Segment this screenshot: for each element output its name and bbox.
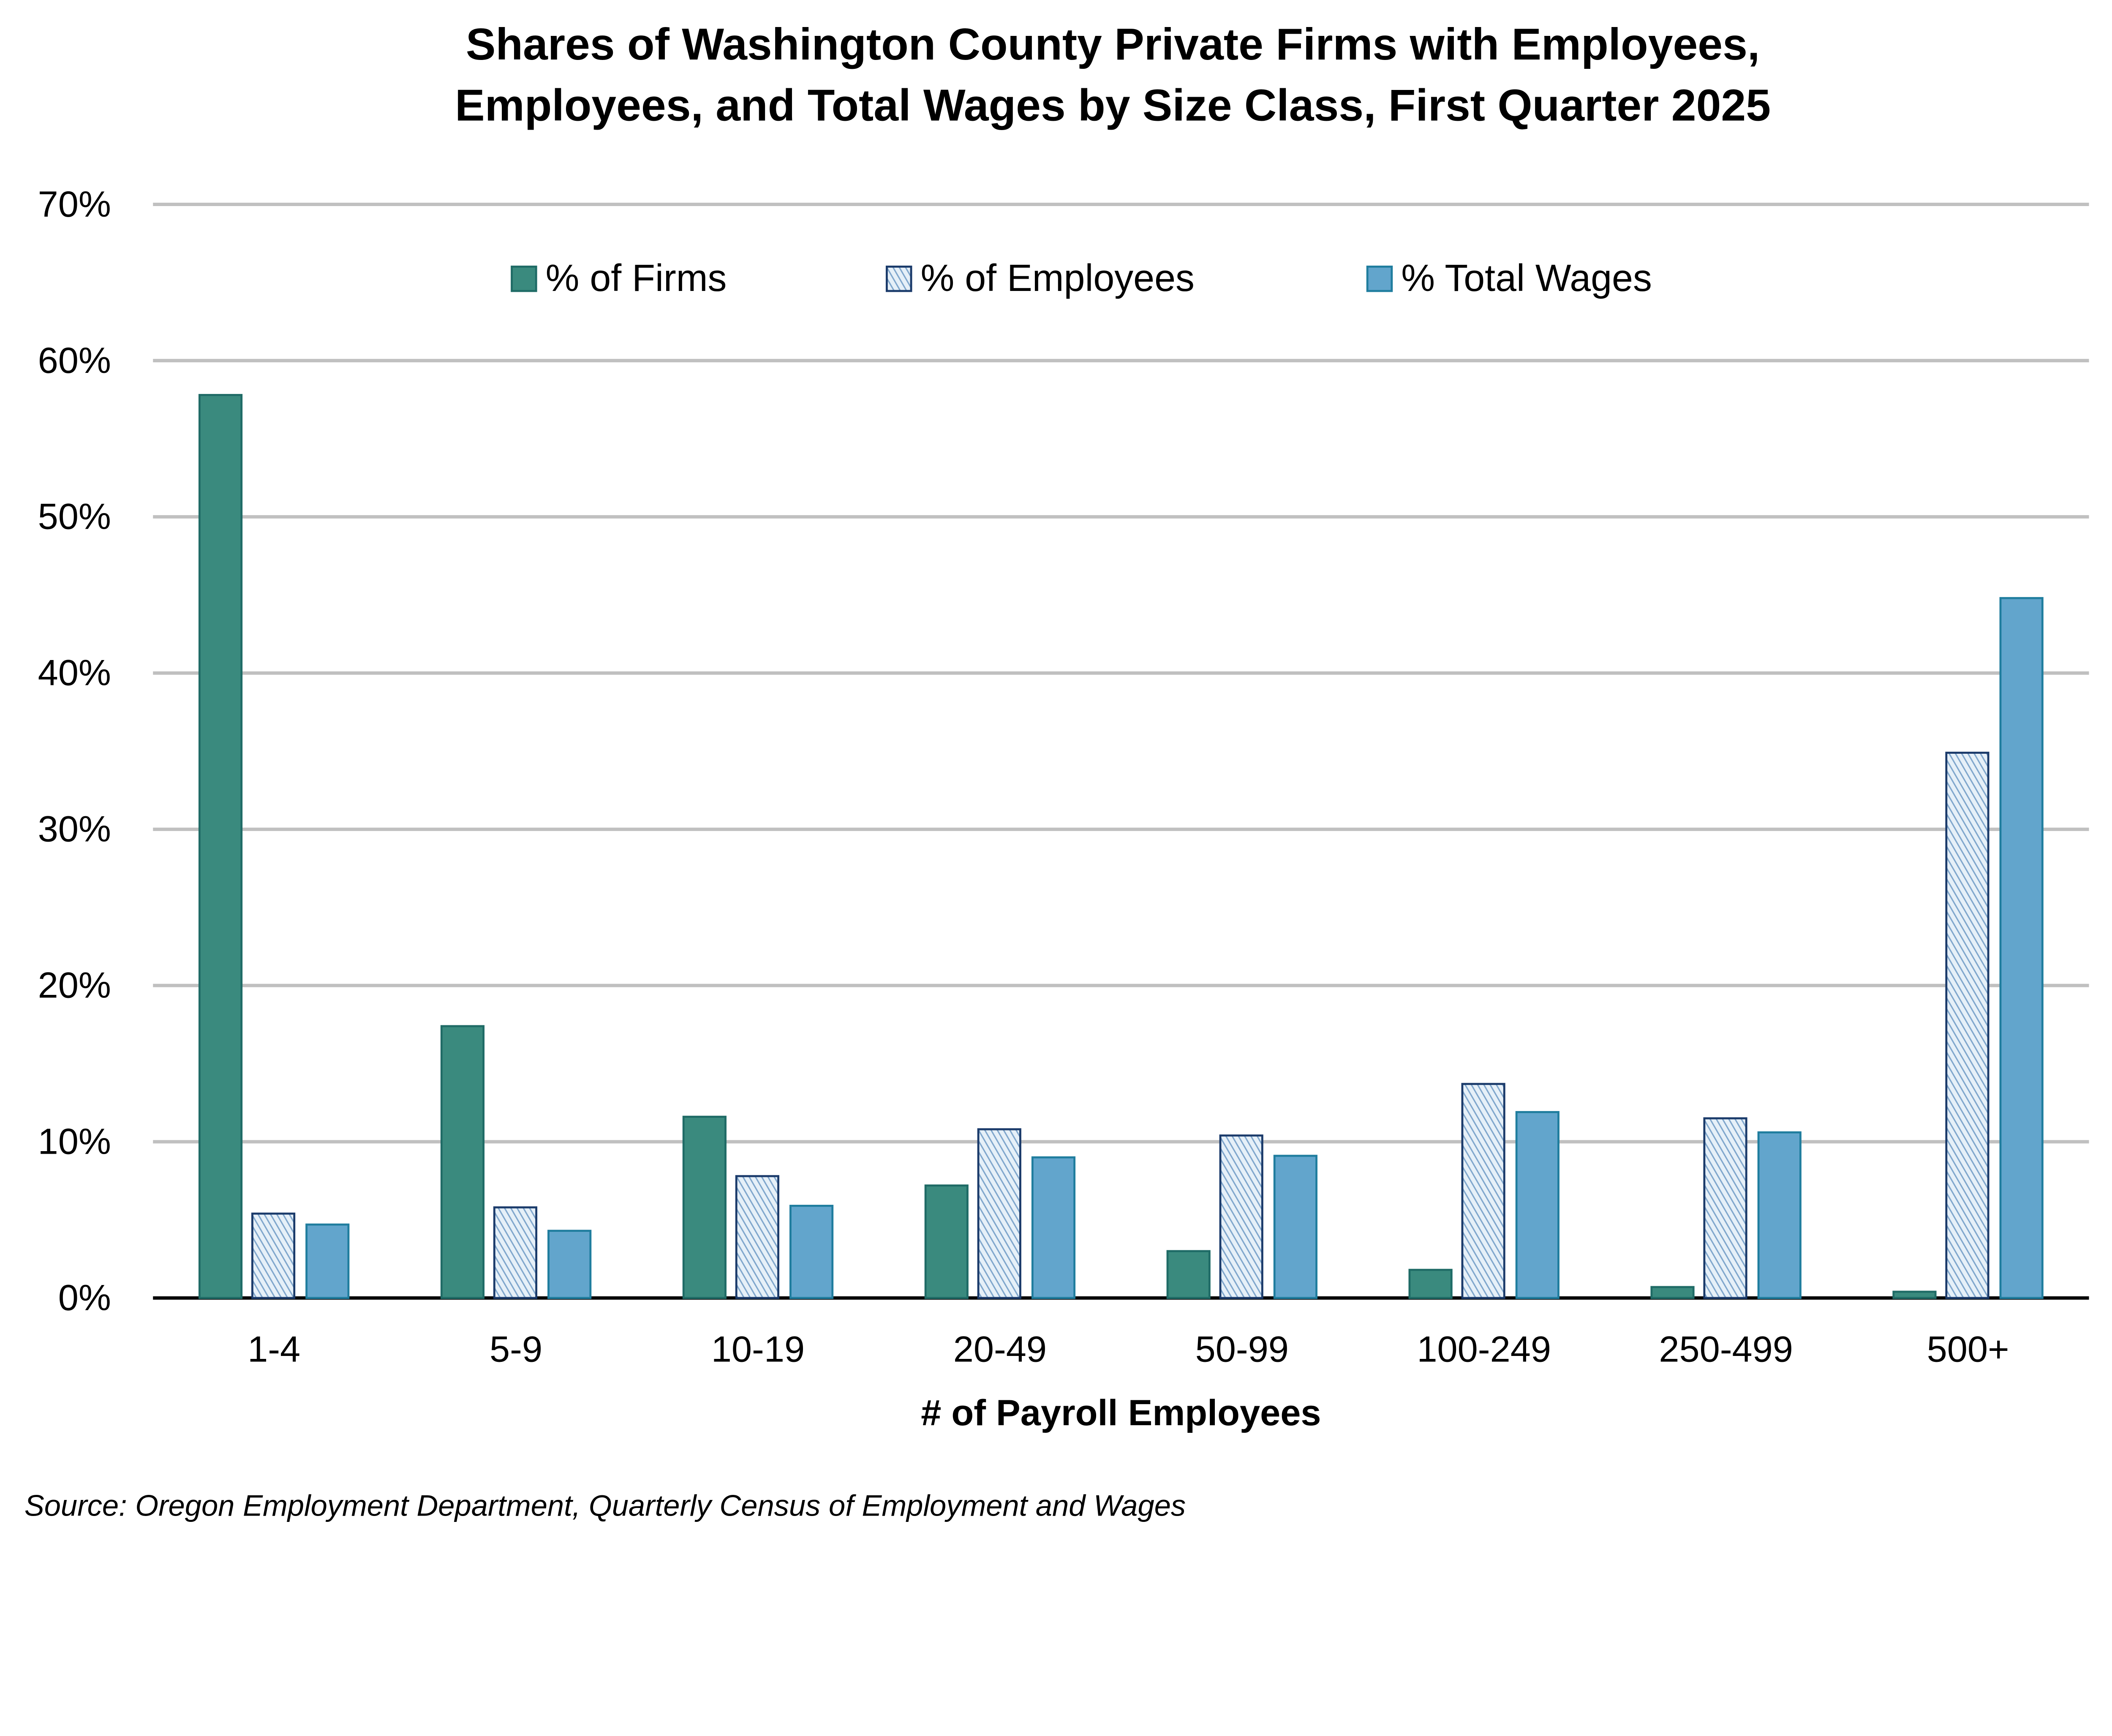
y-tick-label: 40% (38, 653, 111, 693)
bar-of-firms-20-49 (924, 1184, 969, 1299)
bar-of-firms-1-4 (198, 394, 243, 1299)
x-tick-label: 500+ (1927, 1329, 2009, 1369)
bar-total-wages-20-49 (1031, 1156, 1076, 1299)
source-note: Source: Oregon Employment Department, Qu… (24, 1489, 1186, 1522)
chart-title-line-2: Employees, and Total Wages by Size Class… (455, 80, 1771, 130)
y-tick-label: 50% (38, 497, 111, 537)
x-axis-label: # of Payroll Employees (921, 1393, 1321, 1433)
x-tick-label: 1-4 (248, 1329, 300, 1369)
legend-label: % of Firms (546, 257, 727, 299)
x-tick-label: 10-19 (711, 1329, 805, 1369)
x-tick-label: 50-99 (1195, 1329, 1289, 1369)
bar-of-employees-100-249 (1461, 1083, 1505, 1299)
bar-total-wages-5-9 (547, 1230, 592, 1299)
bar-chart: Shares of Washington County Private Firm… (24, 19, 2089, 1522)
y-tick-label: 30% (38, 809, 111, 850)
bar-of-firms-250-499 (1650, 1286, 1695, 1299)
x-tick-label: 100-249 (1417, 1329, 1551, 1369)
chart-container: Shares of Washington County Private Firm… (24, 19, 2089, 1522)
bar-of-employees-20-49 (977, 1128, 1021, 1299)
x-tick-label: 20-49 (953, 1329, 1047, 1369)
bar-of-employees-50-99 (1219, 1134, 1263, 1299)
bar-total-wages-10-19 (789, 1205, 834, 1299)
y-tick-label: 10% (38, 1122, 111, 1162)
bar-total-wages-100-249 (1515, 1111, 1560, 1299)
legend-swatch (511, 266, 537, 292)
y-tick-label: 60% (38, 340, 111, 381)
legend-label: % of Employees (920, 257, 1194, 299)
bar-of-employees-500+ (1945, 752, 1990, 1299)
bar-of-firms-100-249 (1408, 1269, 1453, 1299)
bar-of-firms-500+ (1892, 1290, 1937, 1299)
chart-title-line-1: Shares of Washington County Private Firm… (466, 19, 1760, 69)
legend-swatch (885, 266, 912, 292)
y-tick-label: 20% (38, 965, 111, 1006)
bar-of-employees-250-499 (1703, 1117, 1747, 1299)
bar-total-wages-1-4 (305, 1223, 350, 1299)
y-tick-label: 0% (58, 1278, 111, 1318)
y-tick-label: 70% (38, 184, 111, 225)
bar-of-firms-10-19 (682, 1116, 727, 1299)
x-tick-label: 5-9 (490, 1329, 542, 1369)
bar-total-wages-50-99 (1273, 1155, 1317, 1299)
x-tick-label: 250-499 (1659, 1329, 1793, 1369)
bar-of-employees-5-9 (493, 1206, 538, 1299)
legend-label: % Total Wages (1401, 257, 1652, 299)
bar-of-firms-50-99 (1166, 1250, 1211, 1299)
bar-of-firms-5-9 (440, 1025, 485, 1299)
bar-total-wages-250-499 (1757, 1131, 1802, 1299)
bar-of-employees-1-4 (251, 1212, 296, 1299)
bar-of-employees-10-19 (735, 1175, 779, 1299)
bar-total-wages-500+ (1999, 597, 2044, 1299)
legend-swatch (1366, 266, 1393, 292)
